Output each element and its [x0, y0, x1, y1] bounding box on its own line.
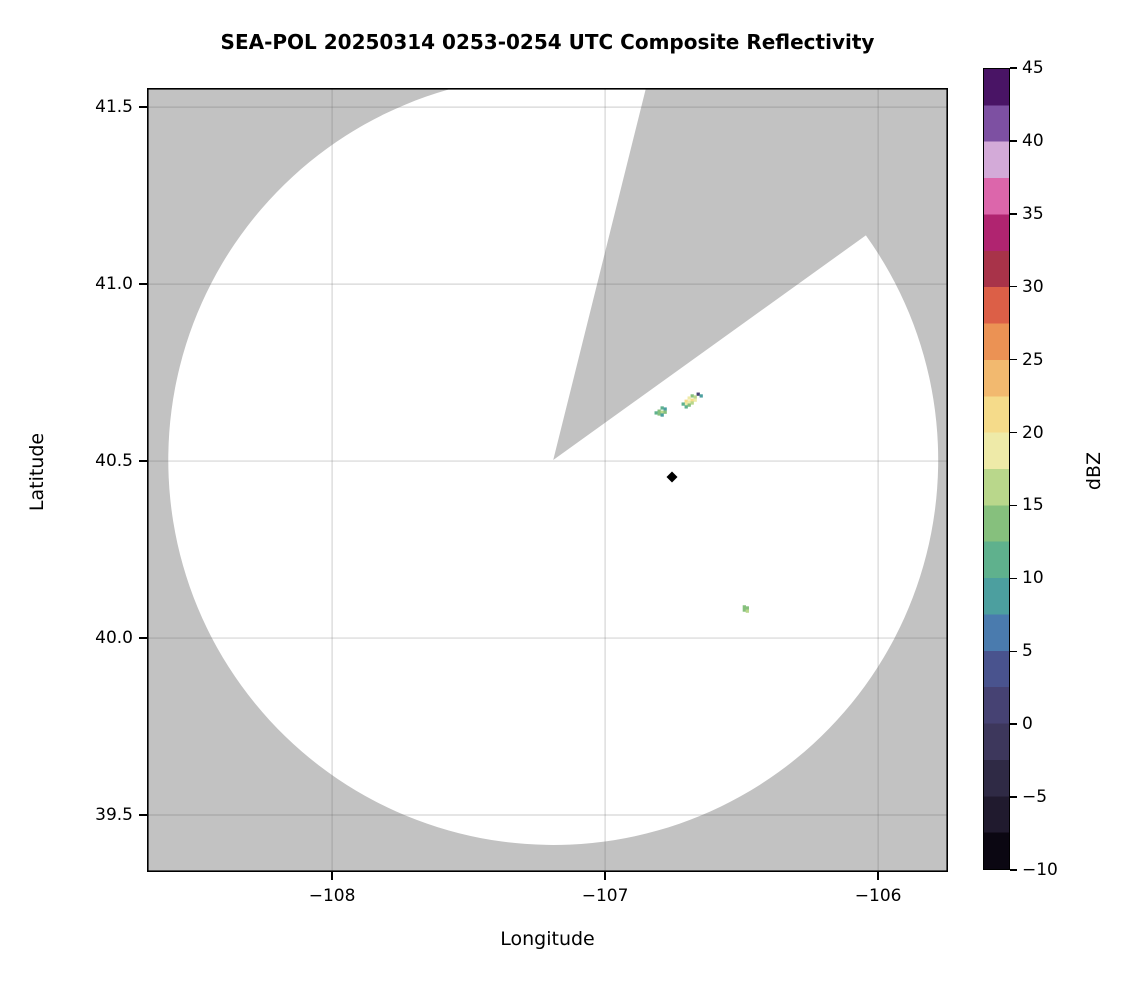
y-tick-label: 40.5	[95, 451, 133, 472]
x-tick-label: −107	[581, 886, 629, 906]
y-tick-label: 41.0	[95, 274, 133, 295]
reflectivity-cell	[660, 413, 664, 417]
reflectivity-cell	[654, 411, 658, 415]
colorbar-tick-mark	[1010, 431, 1017, 434]
y-tick-mark	[139, 106, 147, 108]
reflectivity-cell	[696, 392, 700, 396]
colorbar-tick-mark	[1010, 504, 1017, 507]
reflectivity-cell	[663, 407, 667, 411]
colorbar-tick-mark	[1010, 796, 1017, 798]
colorbar-tick-mark	[1010, 286, 1017, 288]
y-tick-mark	[139, 637, 147, 639]
y-tick-label: 41.5	[95, 97, 133, 118]
radar-scan-area	[168, 88, 939, 845]
x-tick-label: −106	[854, 886, 902, 906]
reflectivity-cell	[663, 410, 667, 414]
y-tick-mark	[139, 283, 147, 285]
reflectivity-cell	[684, 405, 688, 409]
x-tick-mark	[331, 872, 333, 880]
plot-area	[147, 88, 948, 872]
plot-title: SEA-POL 20250314 0253-0254 UTC Composite…	[220, 30, 875, 54]
reflectivity-cell	[745, 606, 749, 610]
colorbar-tick-mark	[1010, 140, 1017, 142]
reflectivity-cell	[681, 402, 685, 406]
colorbar-tick-label: 20	[1022, 422, 1044, 443]
colorbar-tick-label: 25	[1022, 349, 1044, 370]
reflectivity-cell	[699, 394, 703, 398]
colorbar-tick-label: 40	[1022, 130, 1044, 151]
x-tick-mark	[604, 872, 606, 880]
reflectivity-cell	[684, 399, 688, 403]
colorbar-tick-label: 30	[1022, 276, 1044, 297]
colorbar-tick-label: 15	[1022, 495, 1044, 516]
reflectivity-cell	[687, 396, 691, 400]
axes-spine	[147, 88, 948, 872]
reflectivity-cell	[742, 605, 746, 609]
reflectivity-cell	[690, 398, 694, 402]
colorbar-tick-mark	[1010, 67, 1017, 69]
reflectivity-cell	[687, 400, 691, 404]
colorbar-tick-label: 45	[1022, 58, 1044, 78]
reflectivity-cell	[687, 403, 691, 407]
y-tick-label: 40.0	[95, 628, 133, 649]
y-axis-label: Latitude	[26, 432, 48, 512]
colorbar-tick-label: 10	[1022, 568, 1044, 589]
colorbar-tick-mark	[1010, 723, 1017, 725]
colorbar-tick-mark	[1010, 650, 1017, 652]
colorbar-tick-label: 5	[1022, 641, 1033, 662]
reflectivity-cell	[693, 398, 697, 402]
colorbar-tick-label: −10	[1022, 860, 1058, 880]
radar-site-marker	[666, 471, 678, 483]
reflectivity-cell	[660, 406, 664, 410]
reflectivity-cell	[693, 395, 697, 399]
radar-map-svg	[147, 88, 948, 872]
colorbar-tick-label: 0	[1022, 714, 1033, 735]
reflectivity-cell	[745, 609, 749, 613]
colorbar-tick-mark	[1010, 213, 1017, 215]
reflectivity-cell	[690, 401, 694, 405]
y-tick-mark	[139, 814, 147, 816]
x-tick-label: −108	[308, 886, 356, 906]
reflectivity-cell	[660, 410, 664, 414]
colorbar-tick-label: 35	[1022, 203, 1044, 224]
x-axis-label: Longitude	[500, 928, 595, 950]
colorbar-unit-label: dBZ	[1083, 451, 1105, 491]
x-tick-mark	[877, 872, 879, 880]
colorbar	[983, 68, 1010, 870]
reflectivity-cell	[742, 608, 746, 612]
reflectivity-cell	[657, 409, 661, 413]
reflectivity-cell	[690, 394, 694, 398]
reflectivity-cell	[657, 412, 661, 416]
colorbar-tick-mark	[1010, 577, 1017, 580]
reflectivity-cell	[684, 402, 688, 406]
colorbar-tick-label: −5	[1022, 787, 1048, 808]
colorbar-tick-mark	[1010, 869, 1017, 871]
colorbar-tick-mark	[1010, 358, 1017, 361]
y-tick-mark	[139, 460, 147, 462]
y-tick-label: 39.5	[95, 805, 133, 825]
